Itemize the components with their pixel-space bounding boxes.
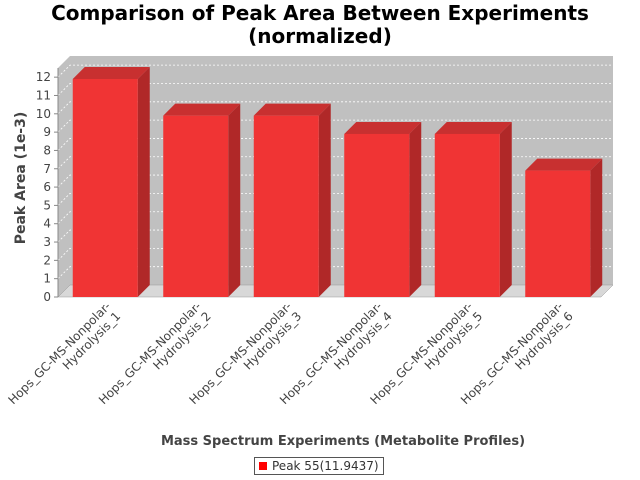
legend: Peak 55(11.9437) xyxy=(254,457,384,475)
bar-top xyxy=(72,66,150,79)
y-tick-label: 11 xyxy=(36,88,51,102)
gridline xyxy=(57,101,613,115)
y-tick-label: 12 xyxy=(36,70,51,84)
y-tick-label: 5 xyxy=(43,198,51,212)
chart-title-line-2: (normalized) xyxy=(248,24,392,48)
bar-top xyxy=(163,103,241,116)
y-tick-label: 4 xyxy=(43,217,51,231)
y-tick-label: 9 xyxy=(43,125,51,139)
y-tick-label: 7 xyxy=(43,162,51,176)
bars xyxy=(72,66,603,298)
gridline xyxy=(57,266,613,279)
bar-side xyxy=(137,66,150,297)
bar xyxy=(344,121,422,298)
bar-front xyxy=(253,115,319,297)
gridline xyxy=(57,229,613,243)
y-tick-label: 0 xyxy=(43,290,51,304)
bar-top xyxy=(344,121,422,134)
bar-top xyxy=(253,103,331,116)
bar-side xyxy=(499,121,512,298)
y-tick-label: 1 xyxy=(43,272,51,286)
gridline xyxy=(57,156,613,170)
y-tick-label: 8 xyxy=(43,143,51,157)
bar-side xyxy=(228,103,241,297)
gridline xyxy=(57,174,613,188)
x-tick-labels: Hops_GC-MS-Nonpolar-Hydrolysis_1Hops_GC-… xyxy=(5,299,575,407)
x-tick-label-line: Hops_GC-MS-Nonpolar- xyxy=(5,299,113,407)
bar-front xyxy=(525,170,591,297)
legend-swatch xyxy=(259,462,267,470)
gridline xyxy=(57,247,613,261)
bar-side xyxy=(590,158,603,297)
y-axis-label: Peak Area (1e-3) xyxy=(13,112,29,245)
bar xyxy=(434,121,512,298)
bar-front xyxy=(344,133,410,297)
x-axis-label: Mass Spectrum Experiments (Metabolite Pr… xyxy=(161,434,525,449)
bar-top xyxy=(434,121,512,134)
bar xyxy=(525,158,603,297)
gridline xyxy=(57,211,613,225)
gridline xyxy=(57,64,613,78)
y-tick-label: 2 xyxy=(43,253,51,267)
gridline xyxy=(57,138,613,151)
gridlines xyxy=(57,64,613,279)
y-tick-label: 6 xyxy=(43,180,51,194)
gridline xyxy=(57,83,613,96)
bar-side xyxy=(409,121,422,298)
bar xyxy=(163,103,241,297)
chart-title: Comparison of Peak Area Between Experime… xyxy=(0,2,640,48)
bar-front xyxy=(72,78,138,297)
legend-label: Peak 55(11.9437) xyxy=(272,459,379,473)
gridline xyxy=(57,119,613,133)
bar-side xyxy=(318,103,331,297)
y-tick-label: 10 xyxy=(36,107,51,121)
gridline xyxy=(57,192,613,206)
y-tick-label: 3 xyxy=(43,235,51,249)
chart-title-line-1: Comparison of Peak Area Between Experime… xyxy=(51,1,589,25)
bar xyxy=(253,103,331,297)
bar-front xyxy=(434,133,500,297)
bar-top xyxy=(525,158,603,171)
bar xyxy=(72,66,150,297)
bar-front xyxy=(163,115,229,297)
